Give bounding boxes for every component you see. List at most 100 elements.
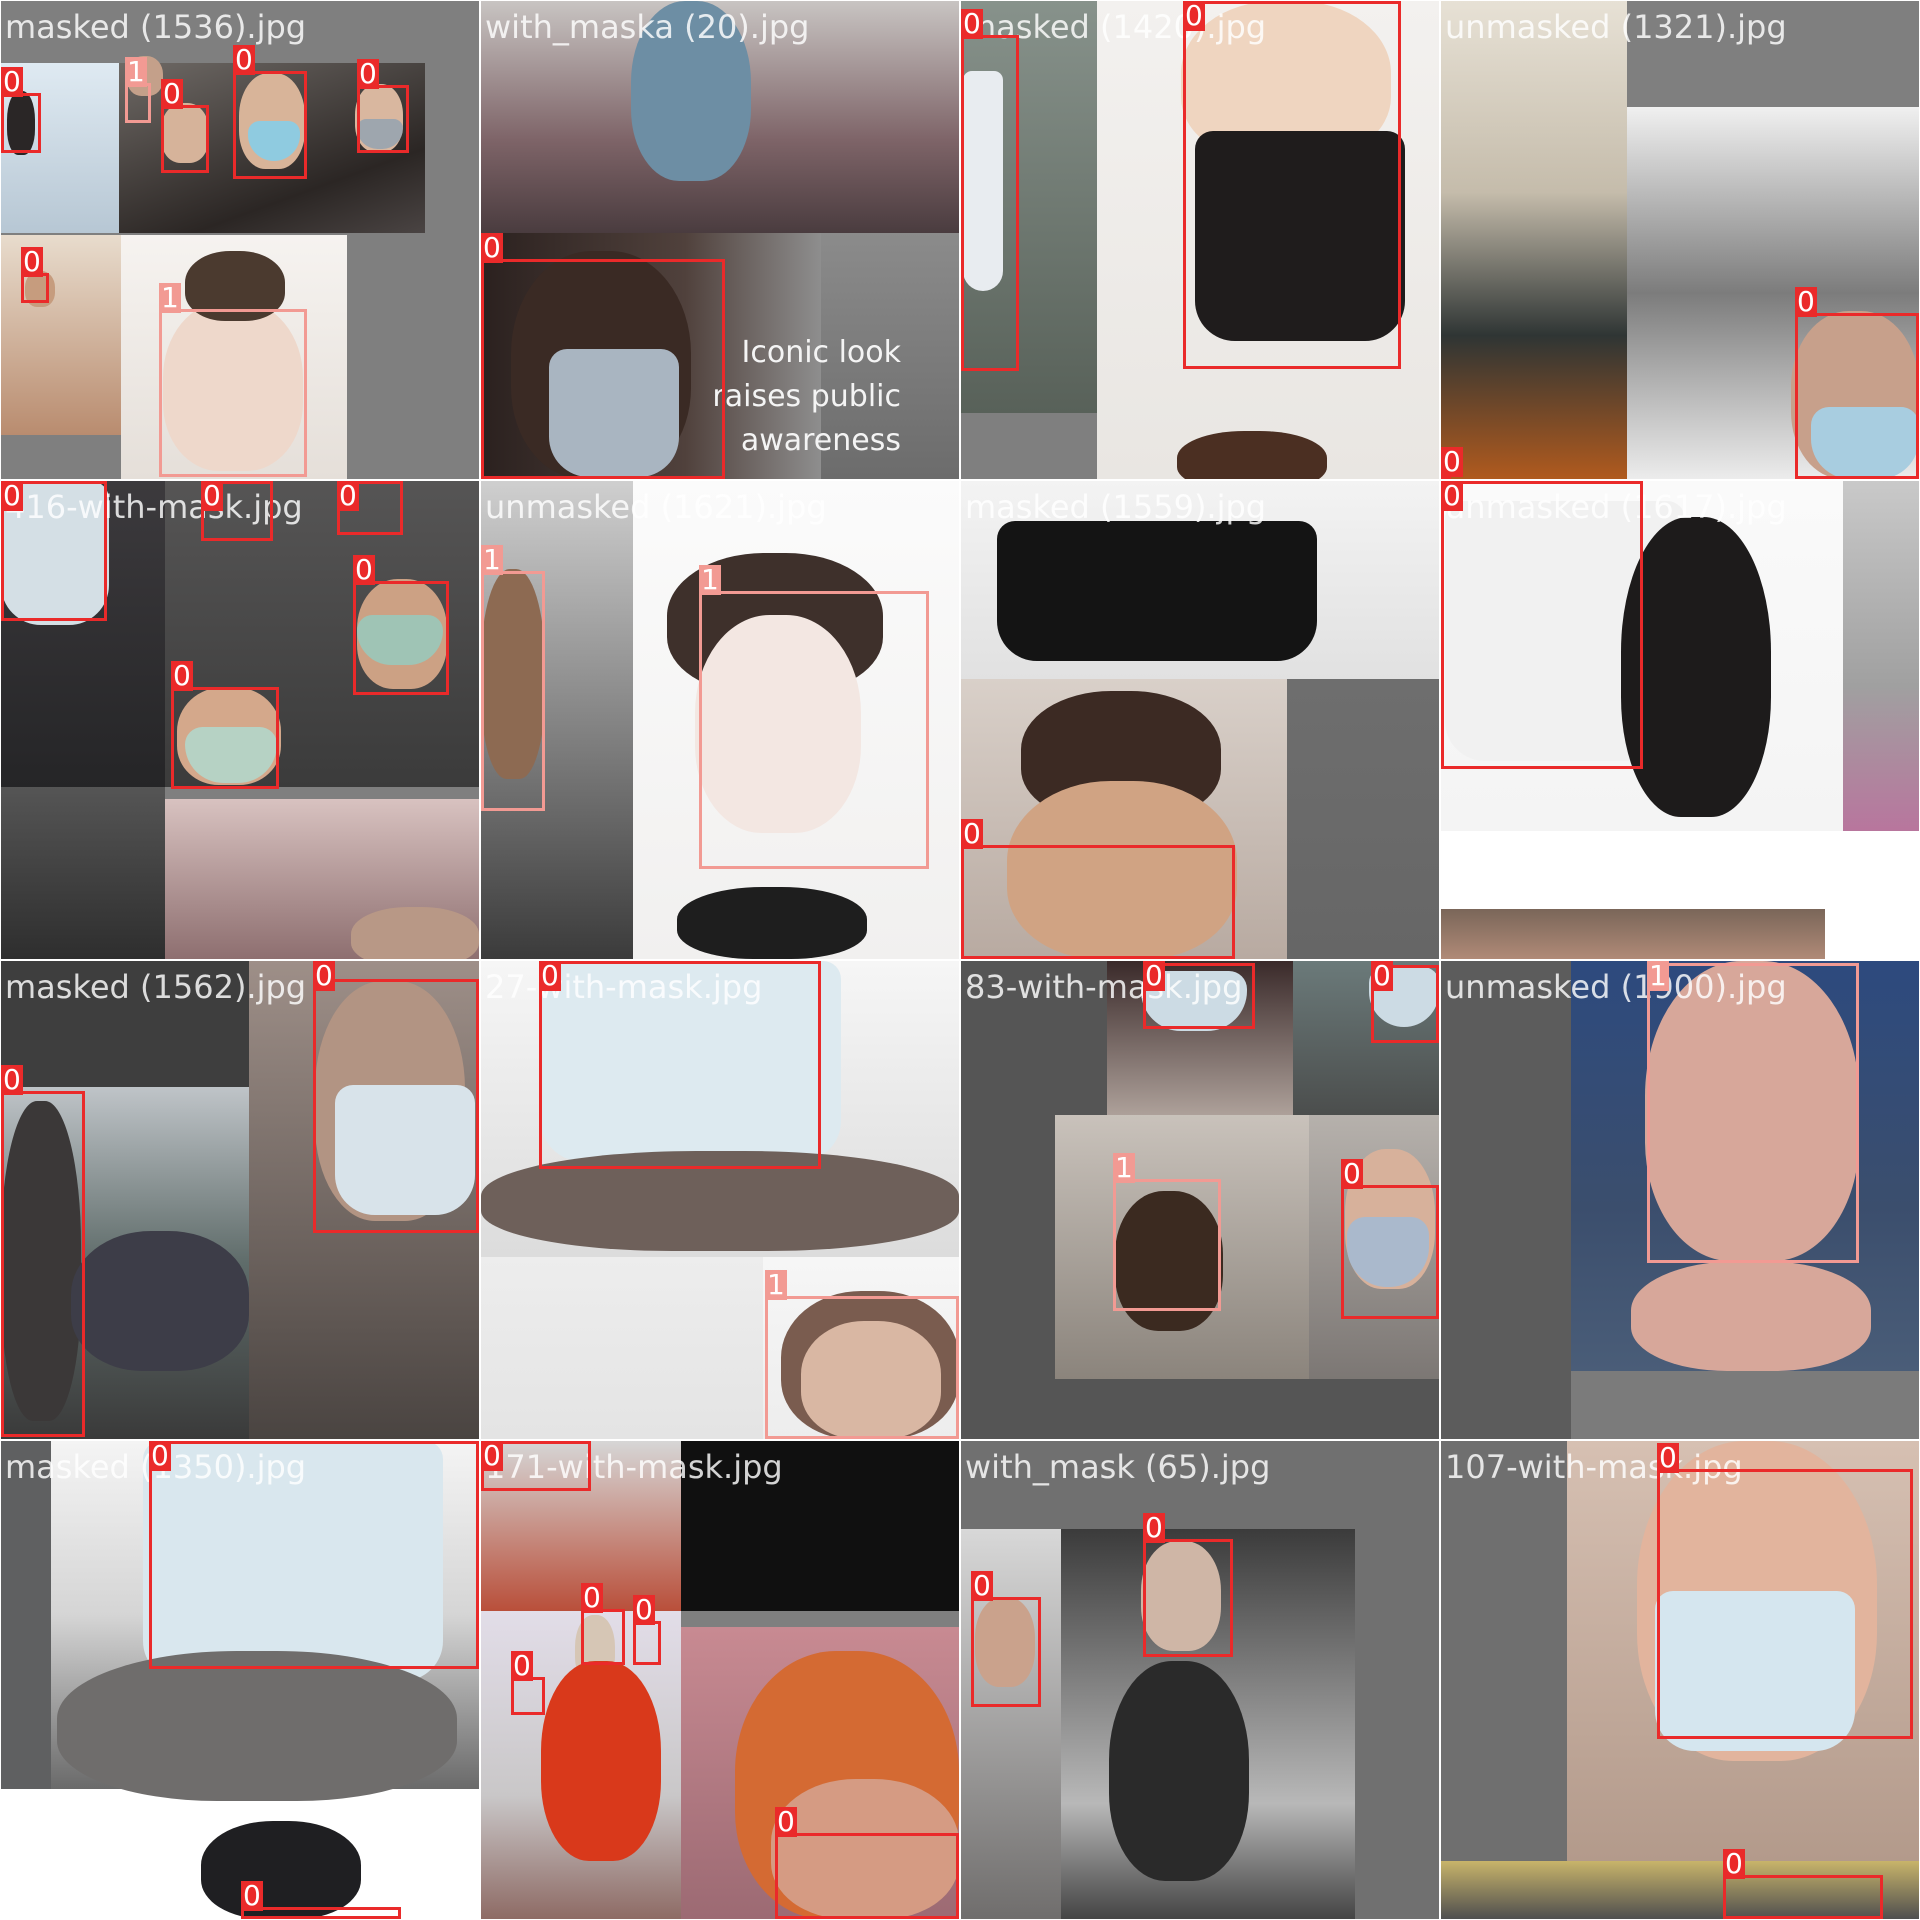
face-shape (771, 1779, 959, 1919)
bounding-box (1143, 1539, 1233, 1657)
class-label-tag: 0 (353, 553, 375, 586)
mosaic-tile: unmasked (1621).jpg 1 1 (481, 481, 959, 959)
class-label-tag: 0 (337, 481, 359, 512)
bounding-box (357, 85, 409, 153)
mosaic-tile: masked (1536).jpg 0 1 0 0 0 0 1 (1, 1, 479, 479)
photo-segment (481, 1441, 681, 1611)
bounding-box (481, 259, 725, 479)
face-shape (161, 103, 209, 163)
class-label-tag: 0 (1143, 961, 1165, 992)
face-shape (1007, 781, 1237, 959)
mosaic-tile: 416-with-mask.jpg 0 0 0 0 0 (1, 481, 479, 959)
face-shape (163, 301, 303, 471)
bounding-box (961, 845, 1235, 959)
class-label-tag: 0 (581, 1581, 603, 1614)
photo-segment (1, 961, 249, 1087)
face-shape (677, 887, 867, 959)
class-label-tag: 1 (159, 281, 181, 314)
bounding-box (313, 979, 479, 1233)
class-label-tag: 0 (1, 481, 23, 512)
class-label-tag: 1 (1113, 1151, 1135, 1184)
class-label-tag: 0 (171, 659, 193, 692)
mosaic-tile: masked (1420).jpg 0 0 (961, 1, 1439, 479)
photo-segment (1441, 1441, 1567, 1919)
face-shape (1115, 1191, 1223, 1331)
bounding-box (633, 1621, 661, 1665)
bounding-box (1795, 313, 1919, 479)
mosaic-tile: masked (1350).jpg 0 0 (1, 1441, 479, 1919)
face-mask-shape (335, 1085, 475, 1215)
class-label-tag: 0 (21, 245, 43, 278)
class-label-tag: 0 (149, 1441, 171, 1472)
mosaic-tile: unmasked (1321).jpg 0 0 (1441, 1, 1919, 479)
class-label-tag: 0 (233, 43, 255, 76)
bounding-box (1441, 481, 1643, 769)
bounding-box (1341, 1185, 1439, 1319)
class-label-tag: 0 (1371, 961, 1393, 992)
mosaic-tile: masked (1559).jpg 0 (961, 481, 1439, 959)
photo-segment (1441, 909, 1825, 959)
class-label-tag: 1 (1647, 961, 1669, 992)
class-label-tag: 0 (961, 817, 983, 850)
face-mask-shape (1655, 1591, 1855, 1751)
class-label-tag: 0 (1723, 1847, 1745, 1880)
face-shape (541, 1661, 661, 1861)
class-label-tag: 0 (775, 1805, 797, 1838)
face-mask-shape (1811, 407, 1919, 479)
class-label-tag: 0 (961, 7, 983, 40)
face-shape (631, 1, 751, 181)
bounding-box (1, 1091, 85, 1437)
embedded-text-line: Iconic look (741, 335, 902, 370)
mosaic-tile: with_mask (65).jpg 0 0 (961, 1441, 1439, 1919)
face-shape (351, 907, 479, 959)
class-label-tag: 0 (161, 77, 183, 110)
photo-segment (1441, 1, 1627, 479)
face-mask-shape (1347, 1217, 1429, 1287)
face-mask-shape (357, 615, 443, 665)
bounding-box (1723, 1875, 1883, 1919)
face-shape (1, 1101, 81, 1421)
bounding-box (1, 481, 107, 621)
mosaic-tile: masked (1562).jpg 0 0 (1, 961, 479, 1439)
face-shape (1141, 1541, 1221, 1651)
mosaic-tile: 171-with-mask.jpg 0 0 0 0 0 (481, 1441, 959, 1919)
photo-segment (1, 235, 121, 435)
face-shape (1177, 431, 1327, 479)
bounding-box (1657, 1469, 1913, 1739)
mosaic-tile: unmasked (1617).jpg 0 (1441, 481, 1919, 959)
bounding-box (233, 71, 307, 179)
class-label-tag: 0 (357, 57, 379, 90)
bounding-box (1647, 963, 1859, 1263)
face-shape (57, 1651, 457, 1801)
photo-segment (1441, 961, 1571, 1439)
bounding-box (961, 35, 1019, 371)
face-mask-shape (357, 119, 403, 149)
face-mask-shape (143, 1441, 443, 1681)
class-label-tag: 0 (313, 961, 335, 992)
mosaic-tile: 107-with-mask.jpg 0 0 (1441, 1441, 1919, 1919)
face-mask-shape (248, 121, 300, 161)
face-shape (1631, 1261, 1871, 1371)
face-mask-shape (541, 961, 841, 1161)
bounding-box (241, 1907, 401, 1919)
photo-segment (1287, 679, 1439, 959)
class-label-tag: 0 (1183, 1, 1205, 32)
bounding-box (511, 1677, 545, 1715)
mosaic-tile: 83-with-mask.jpg 0 0 1 0 (961, 961, 1439, 1439)
class-label-tag: 0 (1, 1063, 23, 1096)
class-label-tag: 0 (971, 1569, 993, 1602)
face-mask-shape (185, 727, 277, 783)
bounding-box (1143, 963, 1255, 1029)
class-label-tag: 0 (1, 65, 23, 98)
class-label-tag: 0 (481, 1441, 503, 1472)
class-label-tag: 0 (481, 231, 503, 264)
class-label-tag: 1 (125, 55, 147, 88)
bounding-box (481, 571, 545, 811)
class-label-tag: 0 (1143, 1511, 1165, 1544)
photo-segment (821, 233, 959, 479)
embedded-text-line: raises public (712, 379, 901, 414)
bounding-box (581, 1609, 625, 1665)
face-shape (71, 1231, 249, 1371)
bounding-box (775, 1833, 959, 1919)
